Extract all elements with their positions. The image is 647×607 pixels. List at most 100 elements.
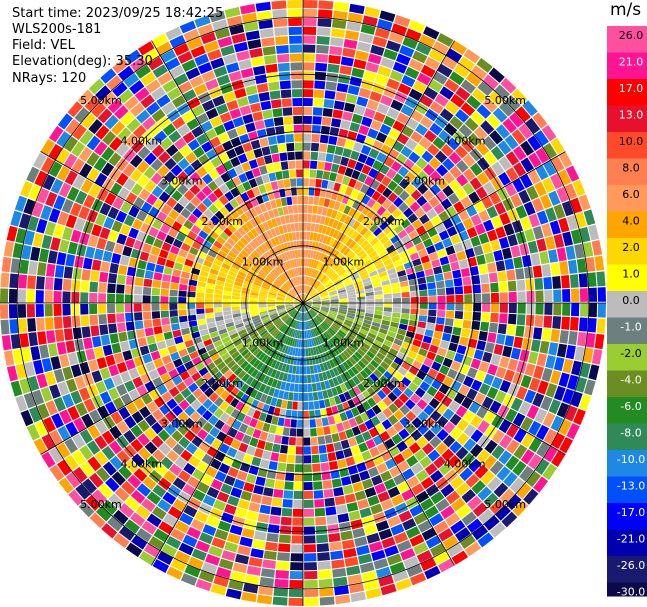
velocity-gate: [196, 313, 206, 320]
velocity-gate: [21, 244, 32, 260]
velocity-gate: [327, 452, 337, 462]
velocity-gate: [197, 23, 214, 36]
velocity-gate: [33, 359, 44, 375]
velocity-gate: [370, 212, 381, 223]
velocity-gate: [141, 393, 153, 405]
velocity-gate: [276, 306, 285, 309]
velocity-gate: [234, 145, 245, 156]
velocity-gate: [360, 369, 369, 379]
velocity-gate: [112, 82, 128, 97]
velocity-gate: [406, 475, 420, 488]
velocity-gate: [180, 449, 193, 462]
velocity-gate: [285, 317, 292, 324]
velocity-gate: [345, 359, 354, 368]
velocity-gate: [443, 325, 453, 334]
velocity-gate: [279, 312, 288, 318]
velocity-gate: [289, 53, 302, 62]
velocity-gate: [510, 245, 521, 258]
velocity-gate: [303, 297, 310, 303]
velocity-gate: [279, 288, 288, 294]
velocity-gate: [263, 280, 272, 287]
velocity-gate: [278, 264, 285, 273]
velocity-gate: [467, 495, 482, 511]
colorbar-tick-label: -1.0: [620, 321, 641, 334]
velocity-gate: [307, 214, 312, 223]
velocity-gate: [225, 278, 235, 285]
velocity-gate: [207, 192, 218, 203]
velocity-gate: [258, 256, 267, 265]
velocity-gate: [252, 409, 262, 420]
velocity-gate: [303, 499, 314, 508]
velocity-gate: [93, 141, 108, 156]
velocity-gate: [322, 244, 329, 254]
velocity-gate: [197, 281, 207, 288]
range-ring-label: 2.00km: [363, 377, 405, 390]
velocity-gate: [303, 490, 314, 500]
colorbar-swatch: [607, 238, 647, 265]
velocity-gate: [506, 269, 516, 281]
velocity-gate: [286, 296, 294, 300]
velocity-gate: [391, 282, 400, 289]
velocity-gate: [569, 274, 579, 288]
velocity-gate: [339, 223, 348, 233]
velocity-gate: [450, 234, 461, 245]
velocity-gate: [205, 466, 218, 478]
velocity-gate: [159, 347, 169, 358]
velocity-gate: [559, 261, 569, 275]
velocity-gate: [441, 448, 455, 462]
velocity-gate: [261, 495, 273, 506]
velocity-gate: [89, 281, 99, 293]
velocity-gate: [240, 213, 249, 223]
velocity-gate: [327, 247, 334, 256]
velocity-gate: [345, 283, 354, 289]
velocity-gate: [548, 190, 561, 206]
velocity-gate: [89, 409, 102, 424]
velocity-gate: [390, 361, 401, 371]
velocity-gate: [267, 307, 276, 311]
velocity-gate: [507, 280, 517, 292]
velocity-gate: [209, 507, 223, 520]
velocity-gate: [412, 80, 427, 94]
velocity-gate: [428, 303, 437, 310]
velocity-gate: [291, 196, 298, 205]
velocity-gate: [319, 334, 326, 343]
velocity-gate: [44, 317, 54, 331]
velocity-gate: [125, 312, 134, 322]
velocity-gate: [220, 245, 230, 254]
velocity-gate: [422, 442, 435, 455]
velocity-gate: [175, 232, 187, 242]
colorbar-swatch: [607, 370, 647, 397]
velocity-gate: [160, 223, 171, 234]
velocity-gate: [252, 335, 261, 343]
velocity-gate: [252, 250, 261, 259]
velocity-gate: [86, 209, 99, 223]
velocity-gate: [515, 231, 527, 245]
velocity-gate: [415, 354, 426, 364]
velocity-gate: [386, 244, 396, 254]
velocity-gate: [430, 491, 445, 505]
velocity-gate: [350, 230, 359, 240]
velocity-gate: [321, 322, 329, 330]
velocity-gate: [429, 543, 446, 557]
velocity-gate: [328, 135, 338, 145]
velocity-gate: [350, 271, 359, 279]
colorbar: 26.021.017.013.010.08.06.04.02.01.00.0-1…: [607, 26, 647, 599]
velocity-gate: [591, 240, 603, 256]
velocity-gate: [255, 276, 264, 283]
velocity-gate: [133, 356, 144, 367]
velocity-gate: [300, 339, 303, 348]
velocity-gate: [330, 305, 339, 309]
velocity-gate: [340, 373, 348, 383]
velocity-gate: [310, 374, 316, 383]
velocity-gate: [232, 516, 246, 527]
velocity-gate: [243, 280, 253, 287]
velocity-gate: [327, 415, 336, 425]
velocity-gate: [42, 416, 56, 433]
velocity-gate: [348, 510, 361, 521]
velocity-gate: [312, 392, 319, 401]
velocity-gate: [323, 198, 331, 208]
velocity-gate: [288, 308, 295, 314]
velocity-gate: [564, 405, 578, 422]
velocity-gate: [249, 388, 259, 399]
velocity-gate: [326, 388, 334, 398]
